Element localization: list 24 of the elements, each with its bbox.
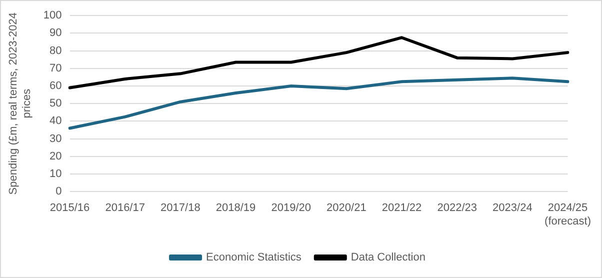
x-tick-label: 2023/24 [492,202,532,214]
y-tick-label: 80 [50,44,62,57]
x-tick-label: 2021/22 [382,202,422,214]
y-tick-label: 0 [56,186,62,198]
y-tick-label: 100 [43,10,62,22]
y-tick-label: 50 [50,98,62,110]
y-tick-label: 90 [50,27,62,40]
x-tick-label: 2024/25 (forecast) [544,202,592,228]
x-tick-label: 2015/16 [50,202,90,214]
x-tick-label: 2019/20 [271,202,311,214]
y-tick-label: 30 [50,132,62,145]
y-tick-label: 70 [50,62,62,74]
y-tick-label: 60 [50,80,62,92]
x-tick-label: 2017/18 [160,202,200,214]
y-tick-label: 40 [50,115,62,128]
x-tick-label: 2022/23 [437,202,477,214]
y-tick-label: 10 [50,168,62,180]
x-tick-label: 2018/19 [216,202,256,214]
x-tick-label: 2016/17 [105,202,145,214]
y-tick-label: 20 [50,150,62,162]
legend-label: Economic Statistics [206,252,302,264]
x-tick-label: 2020/21 [326,202,366,214]
y-axis-title: Spending (£m, real terms, 2023-2024 prices [8,12,33,195]
legend-label: Data Collection [350,252,426,264]
